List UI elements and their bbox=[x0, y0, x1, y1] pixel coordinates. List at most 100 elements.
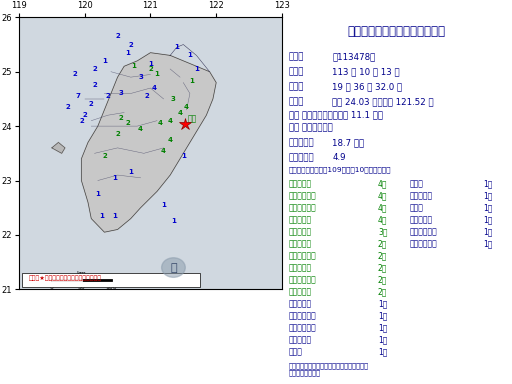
Text: 4.9: 4.9 bbox=[332, 153, 346, 162]
Text: 中　央　氣　象　署　地震報告: 中 央 氣 象 署 地震報告 bbox=[347, 25, 445, 38]
Text: 新北市三峽: 新北市三峽 bbox=[289, 335, 312, 344]
Text: 1級: 1級 bbox=[483, 216, 493, 225]
Text: 1: 1 bbox=[194, 66, 199, 72]
Text: 南投縣合歡山: 南投縣合歡山 bbox=[289, 204, 316, 213]
Text: 1級: 1級 bbox=[378, 335, 388, 344]
Text: 苗栗縣南庄: 苗栗縣南庄 bbox=[289, 288, 312, 296]
Text: 4: 4 bbox=[184, 104, 189, 110]
Text: 1: 1 bbox=[99, 213, 103, 219]
FancyBboxPatch shape bbox=[22, 273, 200, 286]
Text: 4: 4 bbox=[167, 137, 173, 143]
Text: 1級: 1級 bbox=[378, 323, 388, 333]
Text: 4: 4 bbox=[161, 147, 166, 154]
Text: 桃園市三光: 桃園市三光 bbox=[289, 240, 312, 249]
Text: 桃園市: 桃園市 bbox=[410, 180, 424, 189]
Text: 4級: 4級 bbox=[378, 216, 388, 225]
Text: 2級: 2級 bbox=[378, 288, 388, 296]
Text: 第113478號: 第113478號 bbox=[332, 53, 375, 62]
Text: 2: 2 bbox=[129, 41, 133, 48]
Text: 本報告係中央氣象署地震觀測網即時地震資料
地震速報之結果。: 本報告係中央氣象署地震觀測網即時地震資料 地震速報之結果。 bbox=[289, 362, 369, 376]
Text: 2: 2 bbox=[115, 33, 120, 40]
Text: 臺中市梨山: 臺中市梨山 bbox=[289, 216, 312, 225]
Text: 1: 1 bbox=[132, 63, 137, 69]
Text: 花蓮: 花蓮 bbox=[188, 114, 197, 123]
Text: 嘉義市: 嘉義市 bbox=[410, 204, 424, 213]
Text: 4級: 4級 bbox=[378, 180, 388, 189]
Text: 1: 1 bbox=[112, 213, 117, 219]
Text: 1級: 1級 bbox=[483, 228, 493, 237]
Text: 日期：: 日期： bbox=[289, 68, 304, 77]
Text: 1: 1 bbox=[129, 169, 133, 175]
Text: 2級: 2級 bbox=[378, 276, 388, 285]
Text: 2級: 2級 bbox=[378, 263, 388, 273]
Text: 各地最大震度（採用109年新制10級震度分級）: 各地最大震度（採用109年新制10級震度分級） bbox=[289, 166, 391, 173]
Text: 2: 2 bbox=[66, 104, 71, 110]
Text: 2: 2 bbox=[89, 101, 94, 108]
Text: 3: 3 bbox=[118, 91, 123, 96]
Text: 編號：: 編號： bbox=[289, 53, 304, 62]
Text: 新竹縣竹北市: 新竹縣竹北市 bbox=[289, 276, 316, 285]
Text: 花蓮縣銅門: 花蓮縣銅門 bbox=[289, 180, 312, 189]
Text: 19 時 36 分 32.0 秒: 19 時 36 分 32.0 秒 bbox=[332, 83, 402, 92]
Polygon shape bbox=[81, 53, 216, 232]
Text: km: km bbox=[76, 271, 87, 276]
Polygon shape bbox=[52, 142, 65, 153]
Text: 1級: 1級 bbox=[378, 311, 388, 321]
Text: 2: 2 bbox=[118, 115, 123, 121]
Text: 1: 1 bbox=[174, 44, 179, 50]
Text: 4級: 4級 bbox=[378, 204, 388, 213]
Text: 1: 1 bbox=[95, 191, 100, 197]
Text: 2: 2 bbox=[145, 93, 150, 99]
Text: 臺東縣長濱: 臺東縣長濱 bbox=[289, 300, 312, 308]
Text: 1: 1 bbox=[155, 71, 159, 78]
Text: 2: 2 bbox=[102, 153, 107, 159]
Text: 4: 4 bbox=[167, 118, 173, 124]
Text: 2: 2 bbox=[125, 121, 130, 126]
Text: 1: 1 bbox=[181, 153, 186, 159]
Text: 4: 4 bbox=[138, 126, 143, 132]
Text: 地震深度：: 地震深度： bbox=[289, 138, 314, 147]
Text: 嘉義縣番路: 嘉義縣番路 bbox=[410, 192, 433, 201]
Text: 時間：: 時間： bbox=[289, 83, 304, 92]
Text: 1: 1 bbox=[171, 218, 176, 224]
Text: 4: 4 bbox=[151, 85, 156, 91]
Text: 1: 1 bbox=[112, 175, 117, 181]
Text: 2: 2 bbox=[79, 118, 84, 124]
Text: 2: 2 bbox=[148, 66, 153, 72]
Text: 100: 100 bbox=[105, 285, 117, 290]
Text: 北緯 24.03 度・東經 121.52 度: 北緯 24.03 度・東經 121.52 度 bbox=[332, 98, 434, 107]
Text: 50: 50 bbox=[77, 285, 86, 290]
Text: 7: 7 bbox=[76, 93, 80, 99]
Text: 2: 2 bbox=[105, 93, 110, 99]
Text: 3級: 3級 bbox=[378, 228, 388, 237]
Text: 宜蘭縣南山: 宜蘭縣南山 bbox=[289, 228, 312, 237]
Text: 18.7 公里: 18.7 公里 bbox=[332, 138, 365, 147]
Text: 1級: 1級 bbox=[483, 180, 493, 189]
Text: 1: 1 bbox=[189, 78, 194, 84]
Text: 4: 4 bbox=[178, 109, 183, 116]
Text: 即在 花蓮縣政府西北西方 11.1 公里: 即在 花蓮縣政府西北西方 11.1 公里 bbox=[289, 110, 383, 119]
Text: 1: 1 bbox=[125, 50, 130, 56]
Text: 3: 3 bbox=[138, 74, 143, 80]
Text: 2: 2 bbox=[82, 112, 87, 118]
Text: 1級: 1級 bbox=[483, 192, 493, 201]
Text: 1: 1 bbox=[102, 58, 107, 64]
Text: 2級: 2級 bbox=[378, 240, 388, 249]
Text: 1: 1 bbox=[161, 202, 166, 208]
Text: 圖說：★表震央位置，數字表示該測站震度: 圖說：★表震央位置，數字表示該測站震度 bbox=[29, 276, 102, 281]
Text: 2級: 2級 bbox=[378, 252, 388, 261]
Text: 位於 花蓮縣秀林鄉: 位於 花蓮縣秀林鄉 bbox=[289, 123, 333, 132]
Text: 花蓮縣花蓮市: 花蓮縣花蓮市 bbox=[289, 192, 316, 201]
Text: 0: 0 bbox=[50, 285, 54, 290]
Text: 〜: 〜 bbox=[170, 263, 177, 273]
Text: 3: 3 bbox=[171, 96, 176, 102]
Text: 宜蘭縣宜蘭市: 宜蘭縣宜蘭市 bbox=[289, 311, 316, 321]
Text: 嘉義縣太保市: 嘉義縣太保市 bbox=[410, 228, 438, 237]
Text: 新北市: 新北市 bbox=[289, 348, 303, 356]
Text: 雲林縣斗六市: 雲林縣斗六市 bbox=[410, 240, 438, 249]
Text: 臺南市白河: 臺南市白河 bbox=[410, 216, 433, 225]
Text: 芮氏規模：: 芮氏規模： bbox=[289, 153, 314, 162]
Text: 2: 2 bbox=[73, 71, 77, 78]
Text: 1級: 1級 bbox=[378, 300, 388, 308]
Text: 113 年 10 月 13 日: 113 年 10 月 13 日 bbox=[332, 68, 400, 77]
